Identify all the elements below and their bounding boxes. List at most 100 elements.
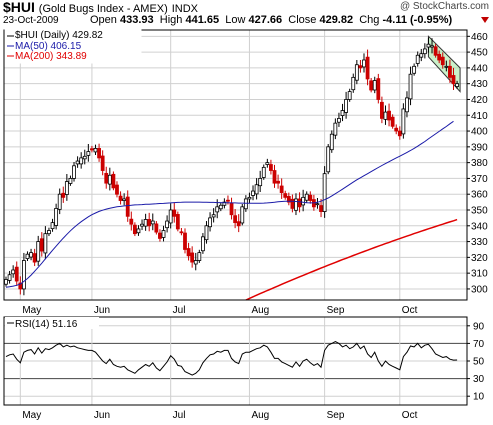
candle (143, 213, 148, 231)
candle (183, 228, 187, 254)
candle (344, 91, 349, 119)
candle-body (269, 164, 273, 171)
candle (358, 60, 363, 73)
candle (365, 49, 370, 86)
candle (21, 252, 26, 296)
candle-body (401, 108, 406, 135)
candle-body (211, 214, 216, 218)
candle-body (50, 222, 55, 230)
candle (211, 208, 216, 223)
candle (451, 67, 456, 90)
candle (158, 229, 162, 242)
candle (383, 105, 388, 125)
candle (179, 228, 184, 236)
candle-body (7, 274, 12, 281)
candle-body (415, 54, 420, 64)
candle-body (304, 193, 309, 201)
candle-body (340, 110, 345, 116)
candle (172, 202, 177, 223)
candle (218, 202, 223, 212)
candle-body (32, 253, 37, 263)
candle (415, 51, 420, 67)
candle (122, 193, 127, 206)
candle (290, 194, 295, 213)
candle-body (383, 111, 388, 120)
candle (200, 233, 205, 254)
rsi-grid (4, 317, 467, 405)
candle (376, 73, 381, 104)
candle (7, 270, 12, 284)
candle (397, 126, 402, 140)
high-label: High (159, 14, 183, 26)
candle-body (93, 148, 98, 153)
candle-body (165, 220, 170, 229)
candle (4, 276, 8, 287)
candle-body (97, 148, 101, 159)
candle-body (82, 155, 87, 160)
candle (104, 166, 109, 189)
candle-body (455, 83, 459, 87)
candle-body (405, 97, 409, 113)
candle (390, 114, 395, 129)
rsi-panel-frame (3, 316, 468, 406)
candle (165, 215, 170, 233)
candle-body (107, 174, 112, 185)
candle-body (326, 146, 331, 173)
candle-body (125, 196, 130, 217)
candle (161, 225, 166, 242)
candle (150, 213, 155, 231)
candle-body (111, 173, 116, 189)
candle (29, 248, 33, 261)
candle-body (329, 133, 334, 151)
rsi-y-tick-label: 90 (473, 321, 485, 332)
rsi-x-tick-label: Aug (251, 410, 269, 421)
legend-rsi: RSI(14) 51.16 (15, 319, 78, 330)
exchange-label: INDX (171, 3, 198, 15)
brand-watermark[interactable]: @ StockCharts.com (399, 1, 489, 12)
price-grid (4, 30, 467, 300)
candle (229, 197, 234, 220)
candle-body (236, 221, 241, 227)
candle-body (437, 53, 442, 61)
candle (186, 242, 191, 261)
y-tick-label: 360 (471, 190, 488, 201)
candle-body (372, 80, 377, 91)
candle-body (387, 110, 391, 121)
candle (54, 203, 59, 230)
candle-body (75, 160, 80, 165)
rsi-x-tick-label: Sep (327, 410, 345, 421)
candle-body (115, 184, 119, 195)
rsi-y-tick-label: 30 (473, 374, 485, 385)
candle-body (444, 65, 449, 68)
candle-body (118, 195, 123, 201)
candle (369, 78, 374, 93)
candle-body (365, 56, 370, 80)
candle-body (243, 198, 248, 210)
candle (240, 204, 245, 226)
candle-body (422, 48, 427, 55)
candle-body (362, 59, 366, 68)
legend-ma50: MA(50) 406.15 (15, 41, 82, 52)
legend-ma200: MA(200) 343.89 (15, 51, 87, 62)
candle (154, 221, 159, 235)
candle (448, 59, 452, 83)
candle (326, 144, 331, 175)
candle-body (240, 206, 245, 224)
candle-body (265, 162, 270, 165)
candle-body (261, 166, 266, 178)
y-tick-label: 460 (471, 32, 488, 43)
y-tick-label: 450 (471, 48, 488, 59)
candle-body (122, 198, 127, 201)
candle-body (319, 205, 323, 212)
y-tick-label: 300 (471, 284, 488, 295)
candle-body (161, 230, 166, 238)
candle-body (397, 130, 402, 137)
candle (455, 80, 459, 89)
candle (132, 222, 137, 237)
candle (233, 209, 238, 229)
candle (283, 190, 288, 200)
rsi-line (5, 341, 458, 376)
ma50-line (5, 120, 454, 288)
candle-body (440, 56, 445, 66)
candle-body (376, 78, 381, 100)
